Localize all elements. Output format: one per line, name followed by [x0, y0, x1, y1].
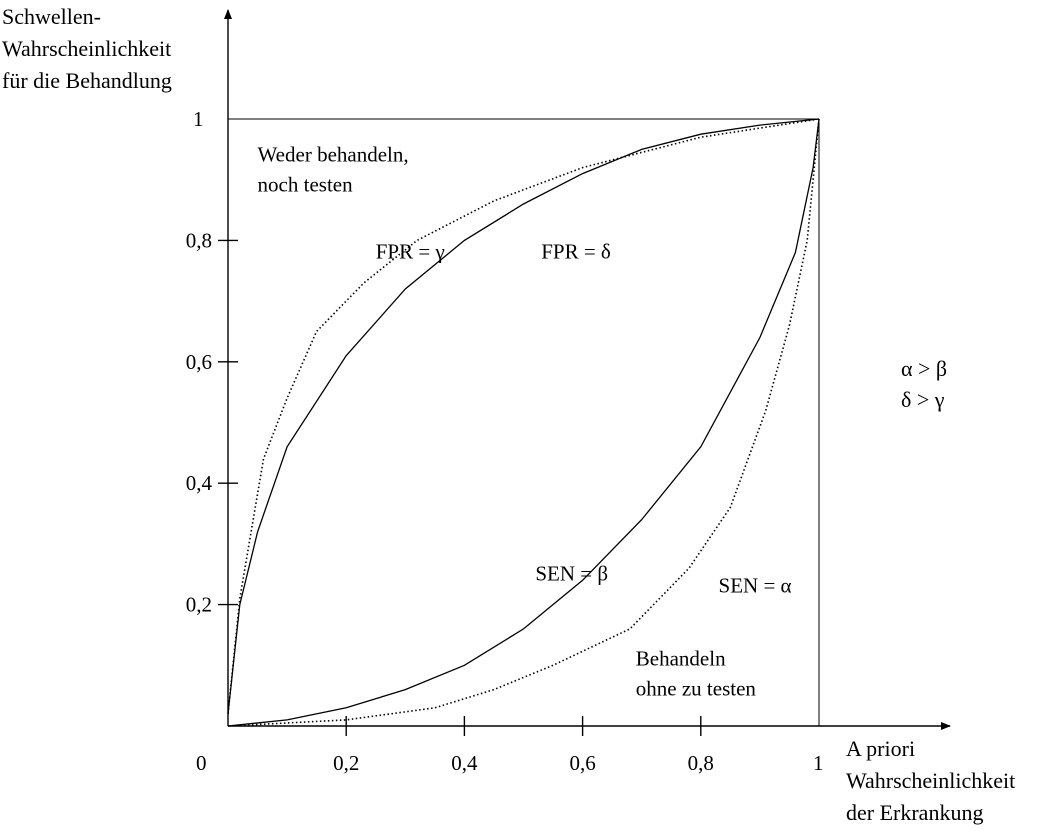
- region-annotation-0-line-0: Weder behandeln,: [258, 142, 409, 166]
- region-annotation-0-line-1: noch testen: [258, 172, 354, 196]
- x-axis-title-line-2: der Erkrankung: [846, 800, 983, 825]
- y-tick-label-3: 0,8: [186, 228, 212, 252]
- x-tick-label-1: 0,4: [451, 751, 478, 775]
- curves: [227, 118, 820, 727]
- x-axis-title-line-1: Wahrscheinlichkeit: [846, 768, 1015, 793]
- x-tick-label-3: 0,8: [688, 751, 714, 775]
- origin-label: 0: [196, 751, 207, 775]
- series-label-3: SEN = α: [719, 573, 792, 597]
- y-axis-title-line-0: Schwellen-: [2, 4, 101, 29]
- y-end-label: 1: [193, 107, 204, 131]
- region-annotation-1-line-0: Behandeln: [636, 646, 726, 670]
- series-line-1: [227, 118, 820, 714]
- series-line-0: [227, 118, 820, 714]
- x-end-label: 1: [813, 751, 824, 775]
- side-note-line-0: α > β: [901, 356, 947, 381]
- series-label-2: SEN = β: [535, 561, 608, 585]
- series-label-1: FPR = δ: [541, 240, 611, 264]
- y-tick-label-1: 0,4: [186, 471, 213, 495]
- series-line-3: [227, 118, 820, 727]
- series-label-0: FPR = γ: [376, 240, 445, 264]
- labels: 0,2 0,4 0,6 0,8 0,2 0,4 0,6 0,8 0 1 1 Schwellen- Wah…: [2, 4, 1015, 825]
- y-axis-title-line-1: Wahrscheinlichkeit: [2, 36, 171, 61]
- x-tick-label-0: 0,2: [333, 751, 359, 775]
- series-line-2: [227, 118, 820, 727]
- x-axis-title-line-0: A priori: [846, 736, 915, 761]
- x-tick-label-2: 0,6: [569, 751, 595, 775]
- y-axis-title-line-2: für die Behandlung: [2, 68, 172, 93]
- region-annotation-1-line-1: ohne zu testen: [636, 676, 757, 700]
- y-tick-label-2: 0,6: [186, 350, 212, 374]
- axes: [218, 9, 951, 736]
- side-note-line-1: δ > γ: [901, 387, 945, 412]
- y-tick-label-0: 0,2: [186, 593, 212, 617]
